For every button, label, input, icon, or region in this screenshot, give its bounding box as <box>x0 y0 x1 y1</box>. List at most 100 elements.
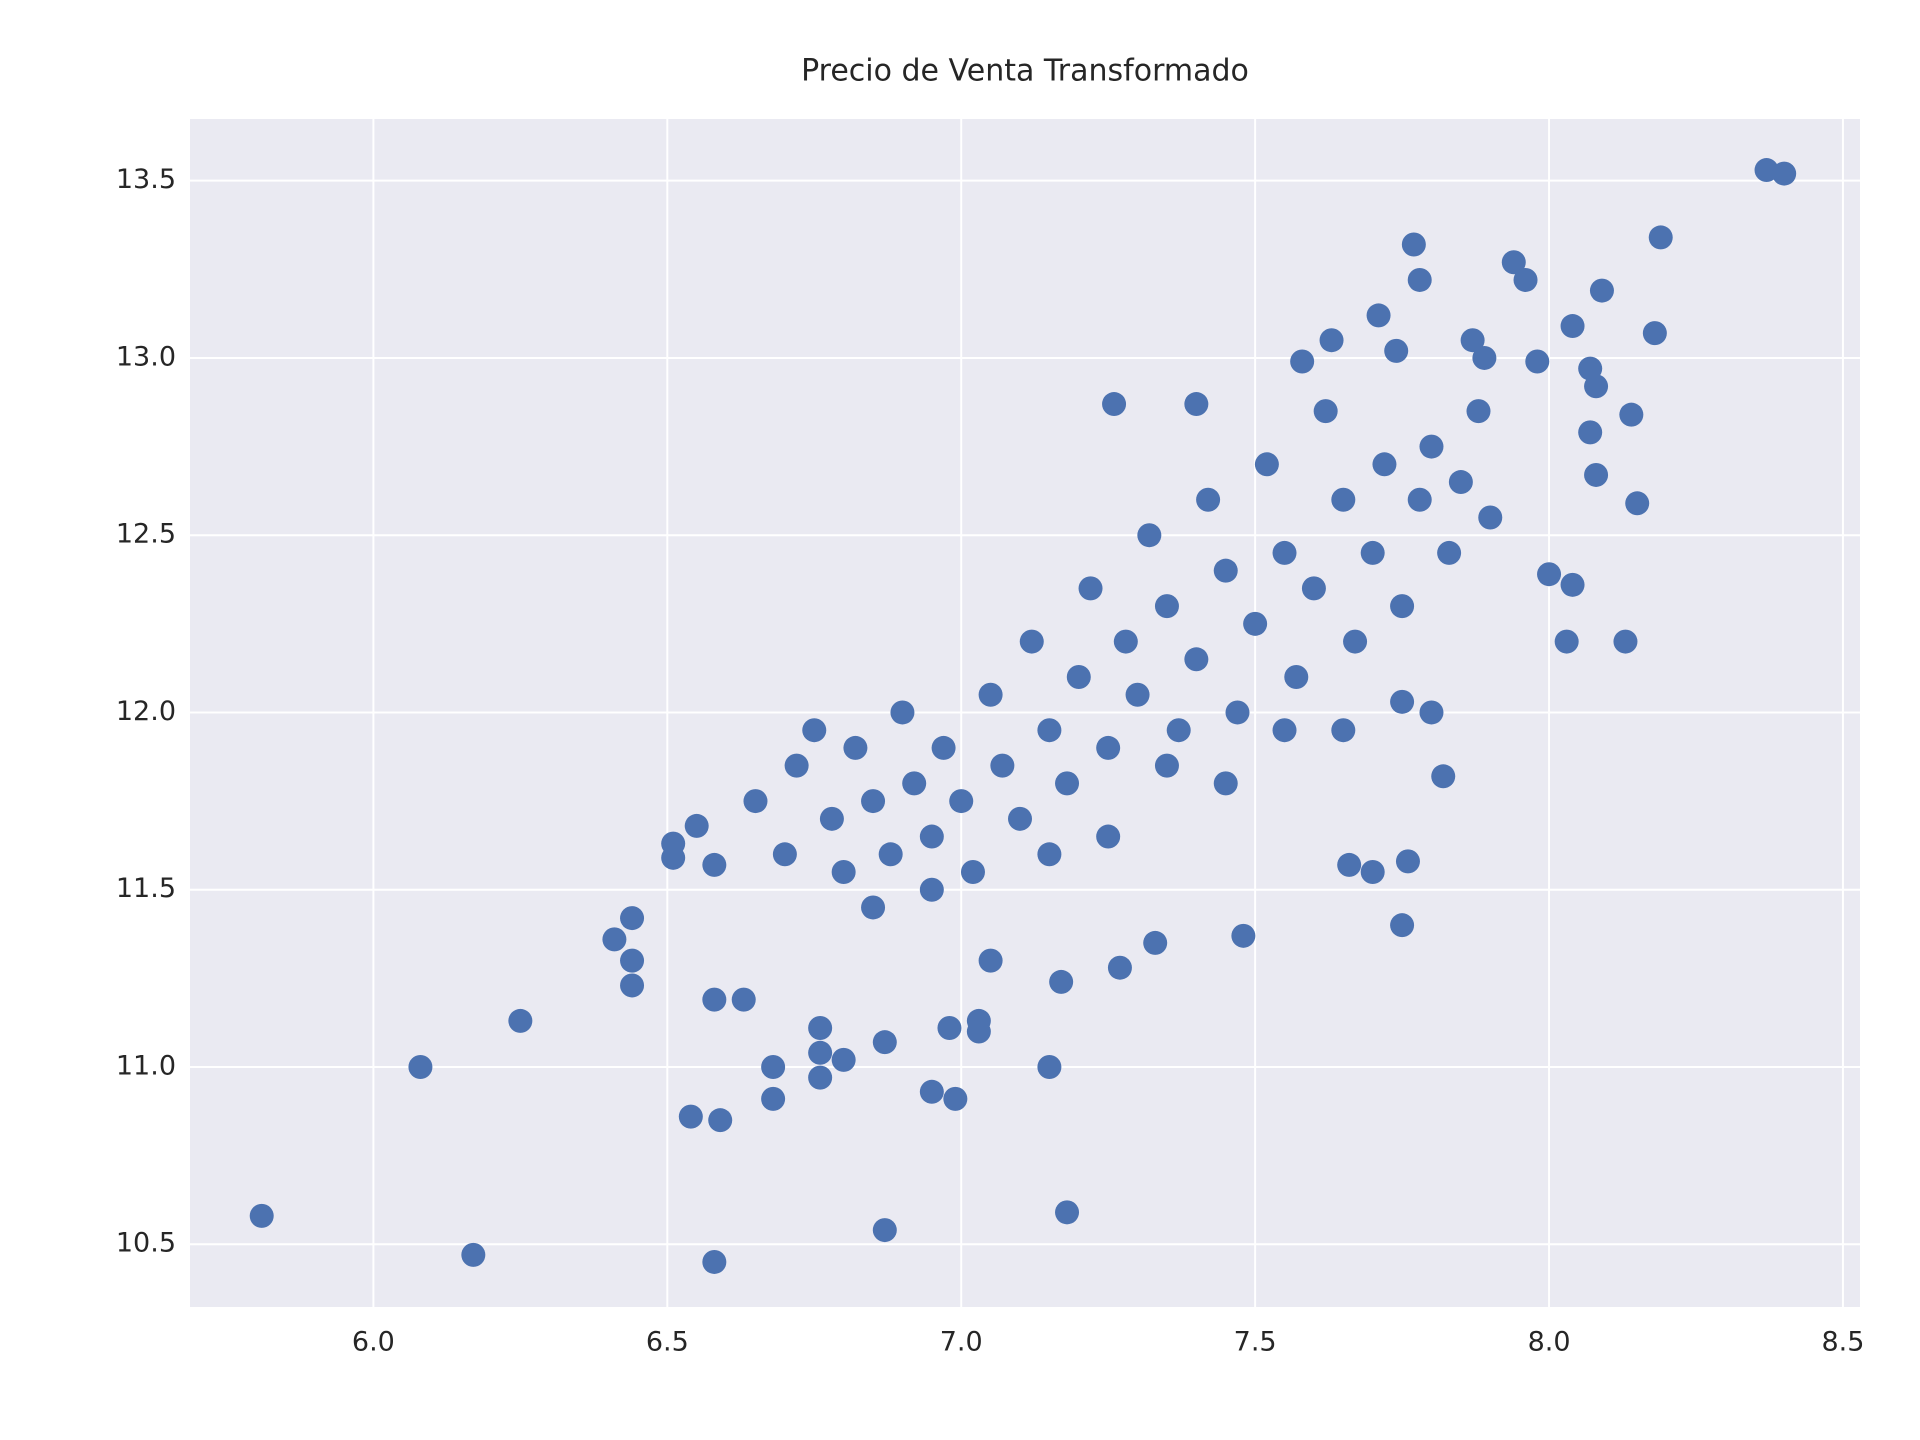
point <box>1049 969 1074 994</box>
point <box>960 860 985 885</box>
point <box>1360 540 1385 565</box>
point <box>731 987 756 1012</box>
point <box>1478 505 1503 530</box>
point <box>772 842 797 867</box>
point <box>1407 487 1432 512</box>
point <box>1384 338 1409 363</box>
point <box>872 1218 897 1243</box>
point <box>1078 576 1103 601</box>
y-tick-label: 11.5 <box>116 873 176 904</box>
point <box>919 877 944 902</box>
point <box>1431 764 1456 789</box>
point <box>708 1108 733 1133</box>
point <box>1037 1054 1062 1079</box>
point <box>620 973 645 998</box>
point <box>1196 487 1221 512</box>
point <box>919 824 944 849</box>
point <box>1284 665 1309 690</box>
point <box>761 1086 786 1111</box>
point <box>1525 349 1550 374</box>
point <box>1613 629 1638 654</box>
point <box>931 735 956 760</box>
point <box>1213 771 1238 796</box>
point <box>1107 955 1132 980</box>
point <box>1055 1200 1080 1225</box>
point <box>1772 161 1797 186</box>
point <box>620 948 645 973</box>
y-tick-label: 12.5 <box>116 519 176 550</box>
point <box>978 948 1003 973</box>
point <box>802 718 827 743</box>
point <box>1331 487 1356 512</box>
point <box>1584 374 1609 399</box>
point <box>1184 392 1209 417</box>
point <box>1360 860 1385 885</box>
point <box>808 1065 833 1090</box>
point <box>1390 689 1415 714</box>
point <box>831 860 856 885</box>
point <box>702 1249 727 1274</box>
point <box>1343 629 1368 654</box>
point <box>1008 806 1033 831</box>
x-tick-label: 8.0 <box>1528 1327 1571 1358</box>
point <box>1037 718 1062 743</box>
point <box>1390 913 1415 938</box>
chart-title: Precio de Venta Transformado <box>801 54 1249 89</box>
point <box>761 1054 786 1079</box>
point <box>1501 250 1526 275</box>
x-tick-label: 7.0 <box>940 1327 983 1358</box>
point <box>1648 225 1673 250</box>
point <box>872 1030 897 1055</box>
point <box>1096 735 1121 760</box>
point <box>902 771 927 796</box>
point <box>1390 594 1415 619</box>
point <box>878 842 903 867</box>
point <box>978 682 1003 707</box>
point <box>1584 462 1609 487</box>
point <box>702 987 727 1012</box>
point <box>1019 629 1044 654</box>
point <box>1319 328 1344 353</box>
point <box>1419 700 1444 725</box>
point <box>1578 420 1603 445</box>
point <box>1395 849 1420 874</box>
y-tick-label: 13.5 <box>116 164 176 195</box>
point <box>1460 328 1485 353</box>
point <box>1448 470 1473 495</box>
point <box>1625 491 1650 516</box>
point <box>702 852 727 877</box>
point <box>1066 665 1091 690</box>
point <box>678 1104 703 1129</box>
point <box>1642 321 1667 346</box>
point <box>1037 842 1062 867</box>
point <box>784 753 809 778</box>
point <box>1231 923 1256 948</box>
x-tick-label: 7.5 <box>1234 1327 1277 1358</box>
point <box>620 906 645 931</box>
point <box>1513 267 1538 292</box>
point <box>1254 452 1279 477</box>
y-tick-label: 11.0 <box>116 1050 176 1081</box>
point <box>743 789 768 814</box>
point <box>1372 452 1397 477</box>
point <box>949 789 974 814</box>
point <box>1243 611 1268 636</box>
x-tick-label: 6.0 <box>352 1327 395 1358</box>
point <box>661 845 686 870</box>
point <box>1437 540 1462 565</box>
point <box>808 1040 833 1065</box>
point <box>1401 232 1426 257</box>
point <box>937 1015 962 1040</box>
point <box>1055 771 1080 796</box>
point <box>1560 314 1585 339</box>
point <box>602 927 627 952</box>
point <box>1554 629 1579 654</box>
point <box>990 753 1015 778</box>
point <box>1301 576 1326 601</box>
point <box>808 1015 833 1040</box>
point <box>1213 558 1238 583</box>
point <box>861 895 886 920</box>
point <box>1137 523 1162 548</box>
point <box>1096 824 1121 849</box>
